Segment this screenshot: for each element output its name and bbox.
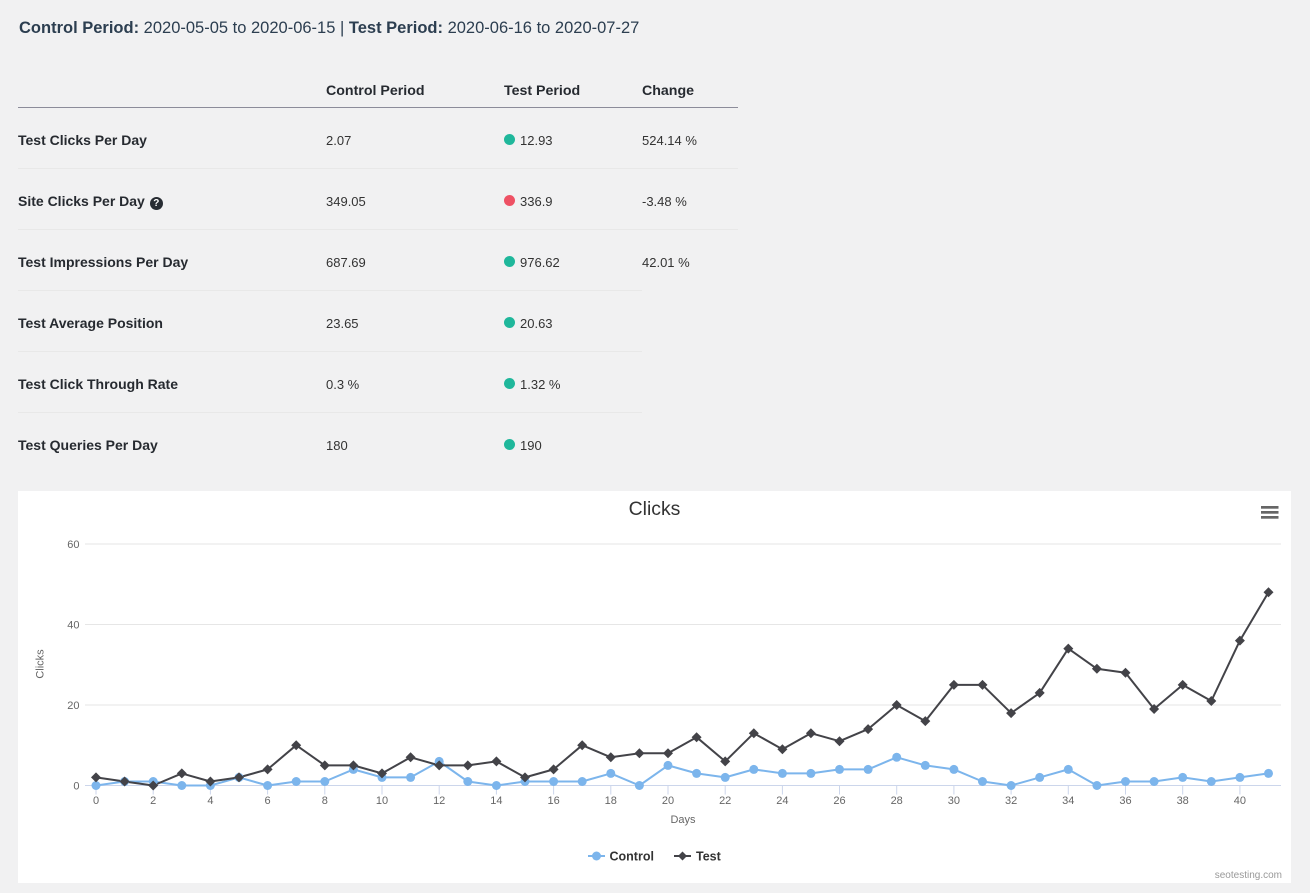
svg-text:Control: Control	[610, 850, 654, 864]
svg-text:14: 14	[490, 795, 502, 807]
svg-text:24: 24	[776, 795, 788, 807]
svg-text:Clicks: Clicks	[35, 649, 47, 679]
svg-text:6: 6	[265, 795, 271, 807]
svg-text:Test: Test	[696, 850, 722, 864]
svg-text:16: 16	[547, 795, 559, 807]
svg-text:12: 12	[433, 795, 445, 807]
svg-text:4: 4	[207, 795, 213, 807]
svg-text:28: 28	[891, 795, 903, 807]
svg-text:seotesting.com: seotesting.com	[1215, 870, 1282, 881]
svg-text:60: 60	[67, 539, 79, 551]
svg-text:Clicks: Clicks	[629, 498, 681, 520]
svg-text:20: 20	[662, 795, 674, 807]
svg-text:32: 32	[1005, 795, 1017, 807]
svg-text:22: 22	[719, 795, 731, 807]
svg-text:18: 18	[605, 795, 617, 807]
svg-text:26: 26	[833, 795, 845, 807]
svg-text:20: 20	[67, 700, 79, 712]
svg-text:Days: Days	[670, 814, 696, 826]
svg-text:30: 30	[948, 795, 960, 807]
svg-text:40: 40	[67, 620, 79, 632]
svg-text:2: 2	[150, 795, 156, 807]
svg-text:34: 34	[1062, 795, 1074, 807]
svg-text:10: 10	[376, 795, 388, 807]
svg-text:8: 8	[322, 795, 328, 807]
svg-text:40: 40	[1234, 795, 1246, 807]
svg-text:0: 0	[93, 795, 99, 807]
svg-text:36: 36	[1119, 795, 1131, 807]
svg-text:38: 38	[1177, 795, 1189, 807]
svg-text:0: 0	[73, 781, 79, 793]
